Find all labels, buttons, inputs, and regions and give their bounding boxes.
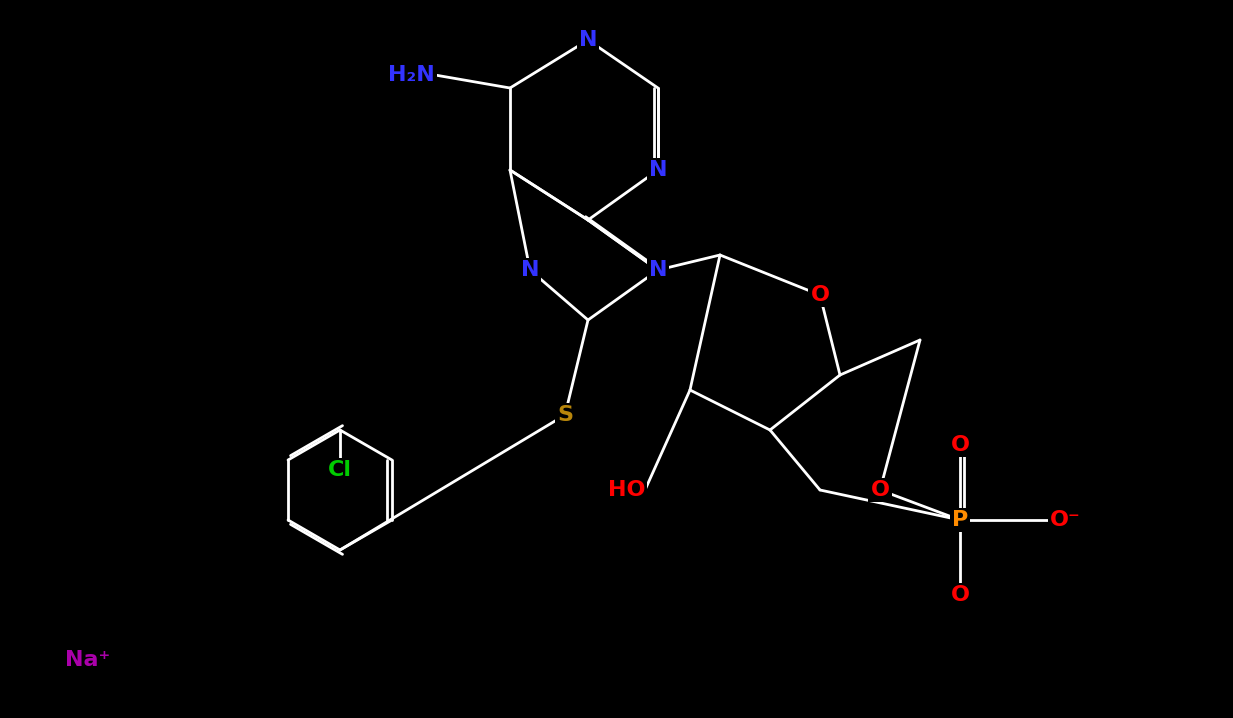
Text: O: O — [870, 480, 889, 500]
Text: H₂N: H₂N — [388, 65, 435, 85]
Text: Cl: Cl — [328, 460, 351, 480]
Text: O⁻: O⁻ — [1051, 510, 1081, 530]
Text: N: N — [520, 260, 539, 280]
Text: N: N — [578, 30, 597, 50]
Text: O: O — [951, 435, 969, 455]
Text: P: P — [952, 510, 968, 530]
Text: HO: HO — [608, 480, 645, 500]
Text: Na⁺: Na⁺ — [65, 650, 110, 670]
Text: N: N — [649, 160, 667, 180]
Text: O: O — [810, 285, 830, 305]
Text: N: N — [649, 260, 667, 280]
Text: S: S — [557, 405, 573, 425]
Text: O: O — [951, 585, 969, 605]
